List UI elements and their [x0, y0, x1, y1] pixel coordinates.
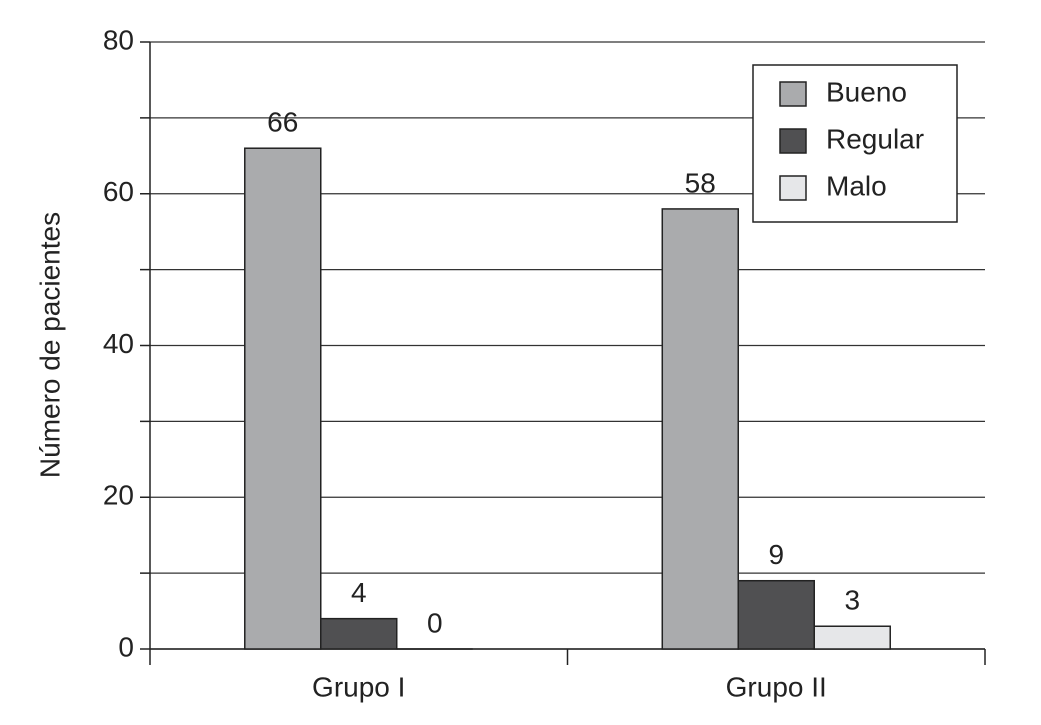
bar	[244, 147, 322, 650]
y-axis-label: Número de pacientes	[34, 212, 65, 478]
y-tick-label: 0	[118, 631, 134, 662]
bar	[737, 579, 815, 650]
x-tick-label: Grupo I	[312, 671, 405, 702]
legend-swatch	[779, 81, 807, 107]
legend-swatch	[779, 128, 807, 154]
value-label: 0	[427, 607, 443, 638]
value-label: 9	[768, 539, 784, 570]
y-tick-label: 40	[103, 328, 134, 359]
x-tick-label: Grupo II	[726, 671, 827, 702]
legend-label: Regular	[826, 123, 924, 154]
value-label: 66	[267, 107, 298, 138]
value-label: 58	[685, 167, 716, 198]
value-label: 4	[351, 577, 367, 608]
bar	[813, 625, 891, 650]
y-tick-label: 80	[103, 24, 134, 55]
y-tick-label: 20	[103, 480, 134, 511]
legend-swatch	[779, 175, 807, 201]
y-tick-label: 60	[103, 176, 134, 207]
bar	[320, 617, 398, 650]
bar	[661, 208, 740, 650]
legend-label: Malo	[826, 170, 887, 201]
value-label: 3	[844, 585, 860, 616]
legend-label: Bueno	[826, 76, 907, 107]
